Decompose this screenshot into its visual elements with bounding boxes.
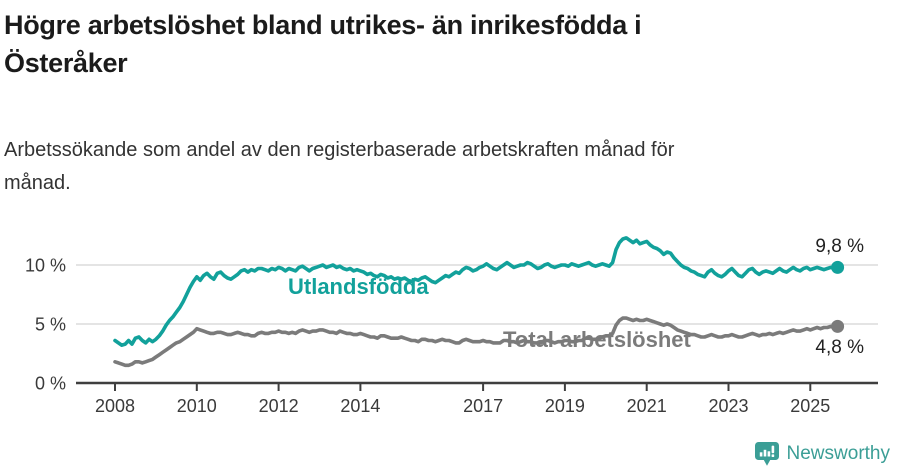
newsworthy-pin-barchart-icon [754,442,779,466]
title-line-2: Österåker [4,48,128,78]
series-end-dot-1 [831,319,845,333]
title-line-1: Högre arbetslöshet bland utrikes- än inr… [4,10,642,40]
x-tick-label: 2010 [177,396,217,416]
series-label-0: Utlandsfödda [288,274,429,299]
y-tick-label: 5 % [35,315,66,335]
x-tick-label: 2014 [340,396,380,416]
x-tick-label: 2012 [259,396,299,416]
y-tick-label: 10 % [25,256,66,276]
page-title: Högre arbetslöshet bland utrikes- än inr… [4,6,874,82]
series-end-value-0: 9,8 % [815,236,864,257]
brand-name: Newsworthy [786,443,890,464]
newsworthy-logo[interactable]: Newsworthy [754,441,890,467]
chart-subtitle: Arbetssökande som andel av den registerb… [4,134,884,200]
series-label-1: Total arbetslöshet [503,327,692,352]
x-tick-label: 2008 [95,396,135,416]
x-tick-label: 2017 [463,396,503,416]
series-line-1 [113,316,840,368]
series-end-value-1: 4,8 % [815,337,864,358]
x-tick-label: 2023 [708,396,748,416]
series-end-dot-0 [831,260,845,274]
subtitle-line-1: Arbetssökande som andel av den registerb… [4,139,675,161]
y-tick-label: 0 % [35,374,66,394]
x-tick-label: 2025 [790,396,830,416]
series-line-0 [113,236,840,348]
x-tick-label: 2019 [545,396,585,416]
subtitle-line-2: månad. [4,172,71,194]
x-tick-label: 2021 [627,396,667,416]
